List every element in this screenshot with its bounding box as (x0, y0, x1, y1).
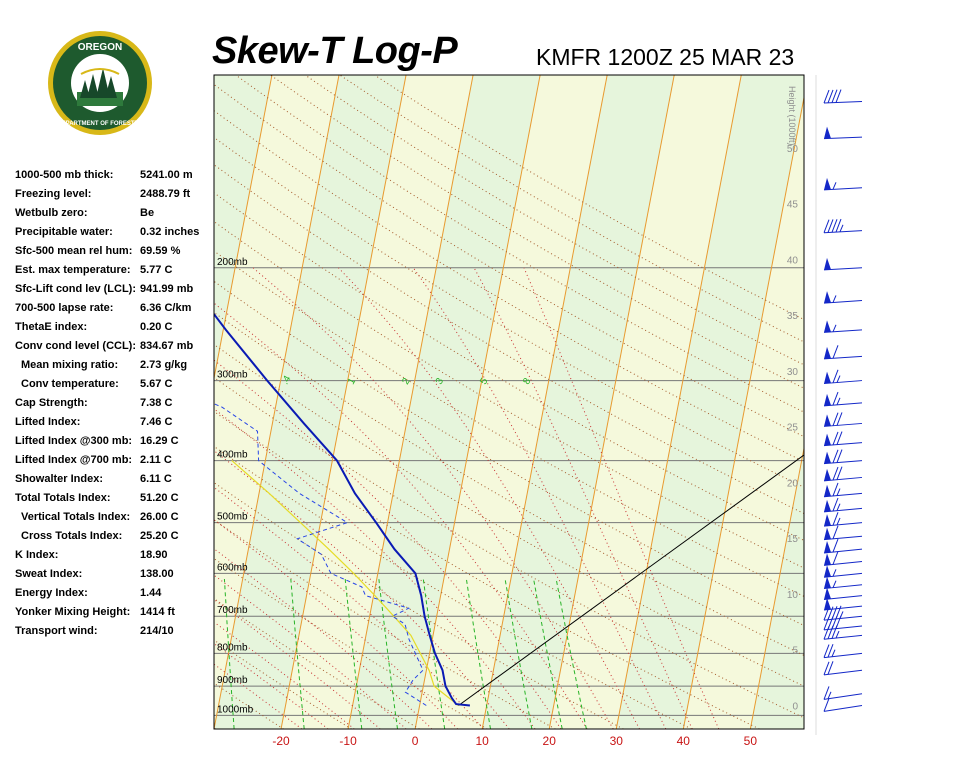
temperature-band (0, 75, 138, 729)
x-tick-label: 50 (744, 734, 758, 748)
height-tick-label: 45 (787, 200, 799, 211)
x-tick-label: 30 (610, 734, 624, 748)
height-tick-label: 30 (787, 367, 799, 378)
pressure-label: 900mb (217, 675, 248, 686)
height-tick-label: 40 (787, 255, 799, 266)
pressure-label: 500mb (217, 512, 248, 523)
isotherm-line (13, 75, 138, 729)
isotherm-line (0, 75, 71, 729)
temperature-band (0, 75, 4, 729)
height-tick-label: 20 (787, 478, 799, 489)
height-tick-label: 25 (787, 423, 799, 434)
height-axis-label: Height (1000ft) (787, 86, 797, 146)
x-tick-label: 20 (543, 734, 557, 748)
pressure-label: 700mb (217, 605, 248, 616)
pressure-label: 200mb (217, 257, 248, 268)
pressure-label: 1000mb (217, 704, 254, 715)
height-tick-label: 10 (787, 590, 799, 601)
height-tick-label: 5 (792, 646, 798, 657)
pressure-label: 600mb (217, 562, 248, 573)
x-tick-label: -10 (339, 734, 357, 748)
x-tick-label: 0 (412, 734, 419, 748)
x-tick-label: 10 (476, 734, 490, 748)
isotherm-line (0, 75, 4, 729)
height-tick-label: 35 (787, 311, 799, 322)
height-tick-label: 0 (792, 702, 798, 713)
pressure-label: 400mb (217, 450, 248, 461)
x-tick-label: -20 (272, 734, 290, 748)
dry-adiabat-line (0, 75, 216, 729)
isotherm-line (80, 75, 205, 729)
pressure-label: 800mb (217, 642, 248, 653)
x-tick-label: 40 (677, 734, 691, 748)
pressure-label: 300mb (217, 370, 248, 381)
height-tick-label: 15 (787, 534, 799, 545)
